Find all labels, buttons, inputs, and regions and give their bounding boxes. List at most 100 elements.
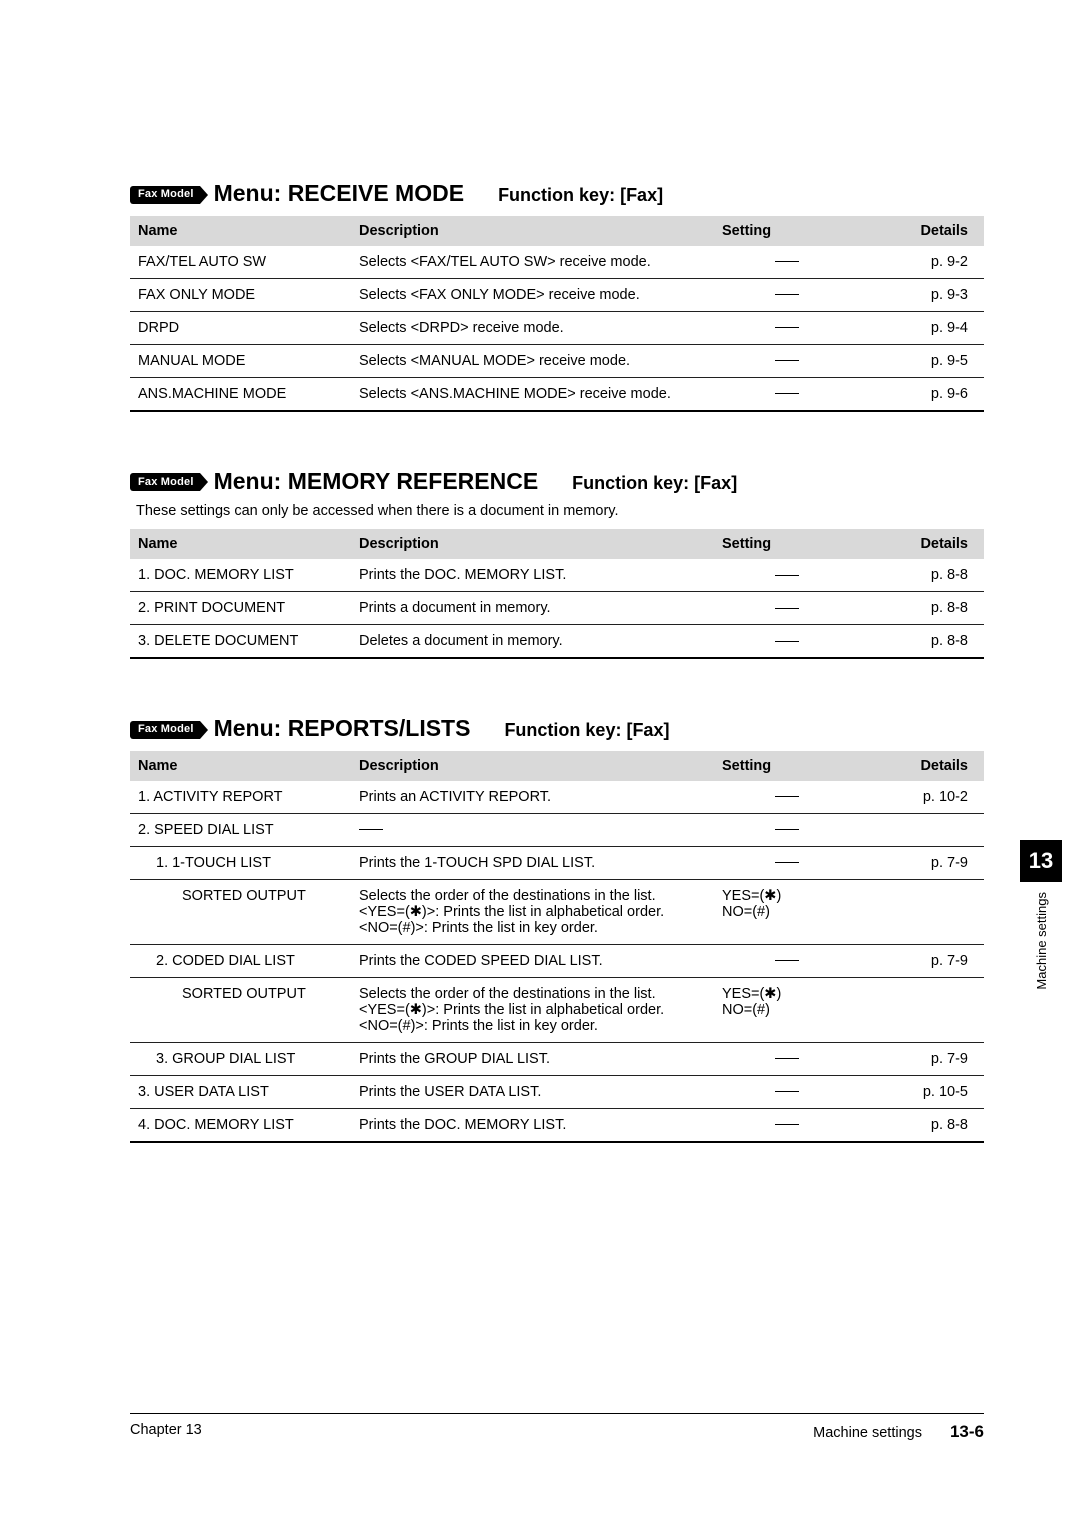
cell-name: DRPD [130, 311, 351, 344]
cell-desc [351, 813, 714, 846]
table-row: 3. GROUP DIAL LIST Prints the GROUP DIAL… [130, 1042, 984, 1075]
table-row: FAX/TEL AUTO SW Selects <FAX/TEL AUTO SW… [130, 246, 984, 279]
col-details: Details [860, 529, 984, 559]
menu-title: Menu: RECEIVE MODE [214, 180, 464, 207]
cell-details [860, 977, 984, 1042]
cell-name: 1. DOC. MEMORY LIST [130, 559, 351, 592]
cell-details: p. 9-6 [860, 377, 984, 411]
table-row: ANS.MACHINE MODE Selects <ANS.MACHINE MO… [130, 377, 984, 411]
cell-desc: Selects <FAX ONLY MODE> receive mode. [351, 278, 714, 311]
cell-desc: Deletes a document in memory. [351, 625, 714, 659]
reports-lists-table: Name Description Setting Details 1. ACTI… [130, 751, 984, 1143]
col-desc: Description [351, 529, 714, 559]
cell-desc: Selects <FAX/TEL AUTO SW> receive mode. [351, 246, 714, 279]
cell-name: ANS.MACHINE MODE [130, 377, 351, 411]
cell-desc: Selects the order of the destinations in… [351, 977, 714, 1042]
side-chapter-tab: 13 Machine settings [1020, 840, 1062, 990]
cell-setting [714, 1042, 860, 1075]
cell-desc: Selects <MANUAL MODE> receive mode. [351, 344, 714, 377]
cell-details: p. 7-9 [860, 944, 984, 977]
cell-details: p. 9-5 [860, 344, 984, 377]
section-reports-lists: Fax Model Menu: REPORTS/LISTS Function k… [130, 715, 984, 1143]
table-row: 2. PRINT DOCUMENT Prints a document in m… [130, 592, 984, 625]
menu-title: Menu: REPORTS/LISTS [214, 715, 471, 742]
section-title-row: Fax Model Menu: MEMORY REFERENCE Functio… [130, 468, 984, 496]
cell-name: 1. 1-TOUCH LIST [130, 846, 351, 879]
table-row: 1. ACTIVITY REPORT Prints an ACTIVITY RE… [130, 781, 984, 814]
footer-chapter: Chapter 13 [130, 1422, 202, 1442]
cell-name: SORTED OUTPUT [130, 879, 351, 944]
cell-setting [714, 846, 860, 879]
table-row: FAX ONLY MODE Selects <FAX ONLY MODE> re… [130, 278, 984, 311]
chapter-number-badge: 13 [1020, 840, 1062, 882]
cell-desc: Prints the DOC. MEMORY LIST. [351, 559, 714, 592]
section-title-row: Fax Model Menu: RECEIVE MODE Function ke… [130, 180, 984, 208]
cell-desc: Prints the 1-TOUCH SPD DIAL LIST. [351, 846, 714, 879]
cell-desc: Prints the CODED SPEED DIAL LIST. [351, 944, 714, 977]
col-name: Name [130, 216, 351, 246]
page-footer: Chapter 13 Machine settings 13-6 [130, 1413, 984, 1442]
table-row: MANUAL MODE Selects <MANUAL MODE> receiv… [130, 344, 984, 377]
table-header-row: Name Description Setting Details [130, 216, 984, 246]
cell-desc: Prints an ACTIVITY REPORT. [351, 781, 714, 814]
table-header-row: Name Description Setting Details [130, 529, 984, 559]
section-subnote: These settings can only be accessed when… [136, 503, 984, 519]
table-row: SORTED OUTPUT Selects the order of the d… [130, 879, 984, 944]
cell-setting [714, 1075, 860, 1108]
col-setting: Setting [714, 751, 860, 781]
cell-details: p. 10-2 [860, 781, 984, 814]
fax-model-badge: Fax Model [130, 186, 200, 204]
cell-desc: Prints the DOC. MEMORY LIST. [351, 1108, 714, 1142]
function-key-label: Function key: [Fax] [504, 720, 669, 741]
cell-details: p. 8-8 [860, 625, 984, 659]
footer-page-number: 13-6 [950, 1422, 984, 1442]
cell-setting [714, 559, 860, 592]
cell-setting [714, 278, 860, 311]
cell-name: 1. ACTIVITY REPORT [130, 781, 351, 814]
col-details: Details [860, 751, 984, 781]
table-row: 1. DOC. MEMORY LIST Prints the DOC. MEMO… [130, 559, 984, 592]
cell-setting [714, 592, 860, 625]
col-desc: Description [351, 751, 714, 781]
col-desc: Description [351, 216, 714, 246]
col-setting: Setting [714, 529, 860, 559]
page: Fax Model Menu: RECEIVE MODE Function ke… [0, 0, 1080, 1528]
section-receive-mode: Fax Model Menu: RECEIVE MODE Function ke… [130, 180, 984, 412]
cell-details: p. 8-8 [860, 1108, 984, 1142]
cell-setting [714, 246, 860, 279]
cell-details [860, 879, 984, 944]
cell-details: p. 10-5 [860, 1075, 984, 1108]
table-row: 1. 1-TOUCH LIST Prints the 1-TOUCH SPD D… [130, 846, 984, 879]
cell-name: 2. PRINT DOCUMENT [130, 592, 351, 625]
cell-setting: YES=(✱) NO=(#) [714, 879, 860, 944]
cell-details: p. 9-3 [860, 278, 984, 311]
cell-name: 4. DOC. MEMORY LIST [130, 1108, 351, 1142]
cell-desc: Prints the GROUP DIAL LIST. [351, 1042, 714, 1075]
menu-title: Menu: MEMORY REFERENCE [214, 468, 539, 495]
cell-setting [714, 344, 860, 377]
table-row: 2. CODED DIAL LIST Prints the CODED SPEE… [130, 944, 984, 977]
function-key-label: Function key: [Fax] [572, 473, 737, 494]
cell-name: 2. CODED DIAL LIST [130, 944, 351, 977]
cell-setting: YES=(✱) NO=(#) [714, 977, 860, 1042]
cell-name: SORTED OUTPUT [130, 977, 351, 1042]
cell-details [860, 813, 984, 846]
chapter-label-vertical: Machine settings [1034, 892, 1049, 990]
cell-details: p. 9-4 [860, 311, 984, 344]
table-row: 3. DELETE DOCUMENT Deletes a document in… [130, 625, 984, 659]
cell-name: FAX ONLY MODE [130, 278, 351, 311]
cell-desc: Prints a document in memory. [351, 592, 714, 625]
table-row: DRPD Selects <DRPD> receive mode. p. 9-4 [130, 311, 984, 344]
receive-mode-table: Name Description Setting Details FAX/TEL… [130, 216, 984, 412]
cell-setting [714, 377, 860, 411]
col-setting: Setting [714, 216, 860, 246]
cell-details: p. 7-9 [860, 846, 984, 879]
table-header-row: Name Description Setting Details [130, 751, 984, 781]
cell-name: 2. SPEED DIAL LIST [130, 813, 351, 846]
cell-name: 3. DELETE DOCUMENT [130, 625, 351, 659]
cell-name: MANUAL MODE [130, 344, 351, 377]
function-key-label: Function key: [Fax] [498, 185, 663, 206]
cell-details: p. 9-2 [860, 246, 984, 279]
cell-name: 3. GROUP DIAL LIST [130, 1042, 351, 1075]
section-memory-reference: Fax Model Menu: MEMORY REFERENCE Functio… [130, 468, 984, 660]
